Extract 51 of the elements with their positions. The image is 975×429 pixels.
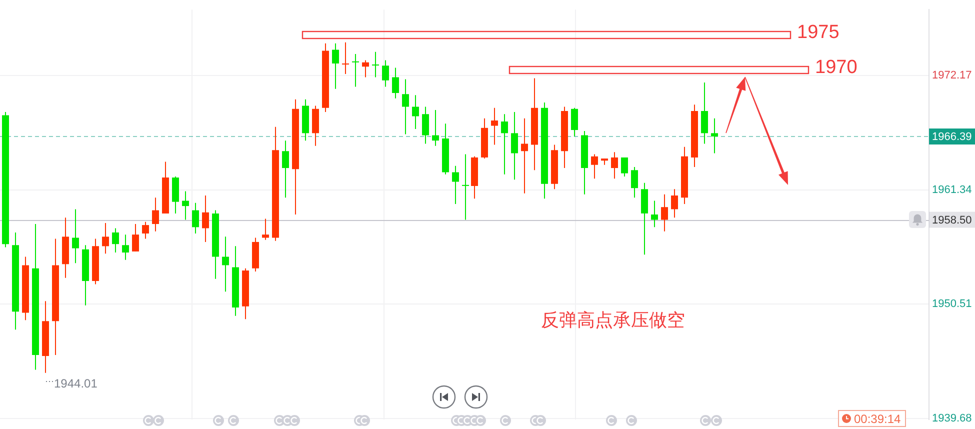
candlestick [182, 190, 189, 220]
y-tick-label: 1972.17 [932, 69, 972, 82]
candlestick [591, 154, 598, 180]
candlestick [412, 94, 419, 130]
y-tick-label: 1961.34 [932, 184, 972, 196]
candlestick [651, 200, 658, 228]
candlestick [462, 154, 469, 220]
annotation: 00:39:14 [854, 412, 901, 426]
candlestick [152, 197, 159, 232]
candlestick [521, 118, 528, 194]
candlestick [262, 218, 269, 240]
candlestick [432, 109, 439, 146]
candlestick [132, 224, 139, 252]
candlestick [202, 194, 209, 242]
candlestick [571, 107, 578, 137]
ref-line-label: 1958.50 [932, 214, 972, 226]
candlestick [352, 53, 359, 88]
candlestick [491, 107, 498, 146]
y-tick-label: 1939.68 [932, 412, 972, 425]
candlestick [511, 112, 518, 180]
candlestick [621, 156, 628, 177]
candlestick [142, 221, 149, 240]
candlestick [282, 140, 289, 198]
candlestick [102, 222, 109, 254]
candlestick [192, 202, 199, 234]
annotation: 反弹高点承压做空 [541, 310, 685, 330]
candlestick [72, 208, 79, 264]
candlestick [422, 106, 429, 144]
candlestick [711, 118, 718, 154]
y-tick-label: 1950.51 [932, 298, 972, 310]
candlestick [452, 165, 459, 204]
candlestick [701, 82, 708, 144]
candlestick [342, 42, 349, 75]
candlestick [332, 42, 339, 90]
candlestick [402, 78, 409, 135]
annotation: 1970 [815, 57, 858, 78]
candlestick [122, 234, 129, 260]
candlestick [112, 228, 119, 254]
candlestick [362, 60, 369, 78]
candlestick [611, 152, 618, 180]
candlestick [631, 166, 638, 198]
ref-line-label: 1966.39 [932, 130, 972, 143]
candlestick [222, 236, 229, 292]
candlestick [372, 51, 379, 78]
annotation: 1975 [797, 22, 840, 44]
candlestick [501, 114, 508, 175]
candlestick [382, 60, 389, 88]
candlestick [661, 194, 668, 232]
candlestick [671, 188, 678, 218]
annotation: 1944.01 [54, 376, 98, 390]
candlestick [392, 67, 399, 99]
